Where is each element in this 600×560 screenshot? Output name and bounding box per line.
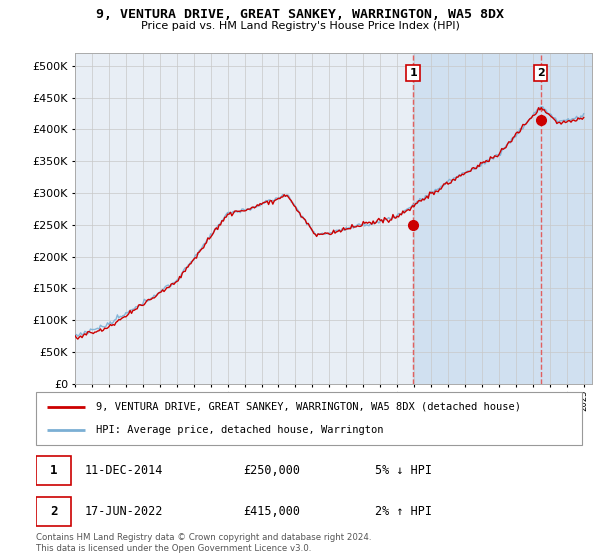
Text: 9, VENTURA DRIVE, GREAT SANKEY, WARRINGTON, WA5 8DX: 9, VENTURA DRIVE, GREAT SANKEY, WARRINGT… bbox=[96, 8, 504, 21]
Text: 17-JUN-2022: 17-JUN-2022 bbox=[85, 505, 164, 519]
Text: 5% ↓ HPI: 5% ↓ HPI bbox=[374, 464, 431, 478]
FancyBboxPatch shape bbox=[36, 456, 71, 485]
Text: HPI: Average price, detached house, Warrington: HPI: Average price, detached house, Warr… bbox=[96, 425, 383, 435]
Bar bbox=[413, 53, 592, 384]
Text: 11-DEC-2014: 11-DEC-2014 bbox=[85, 464, 164, 478]
Text: 2: 2 bbox=[537, 68, 545, 78]
Text: 9, VENTURA DRIVE, GREAT SANKEY, WARRINGTON, WA5 8DX (detached house): 9, VENTURA DRIVE, GREAT SANKEY, WARRINGT… bbox=[96, 402, 521, 412]
Text: 2% ↑ HPI: 2% ↑ HPI bbox=[374, 505, 431, 519]
Text: 2: 2 bbox=[50, 505, 58, 519]
Text: £415,000: £415,000 bbox=[244, 505, 301, 519]
Text: £250,000: £250,000 bbox=[244, 464, 301, 478]
FancyBboxPatch shape bbox=[36, 497, 71, 526]
Text: 1: 1 bbox=[409, 68, 417, 78]
Text: Contains HM Land Registry data © Crown copyright and database right 2024.
This d: Contains HM Land Registry data © Crown c… bbox=[36, 533, 371, 553]
Text: 1: 1 bbox=[50, 464, 58, 478]
FancyBboxPatch shape bbox=[36, 392, 582, 445]
Text: Price paid vs. HM Land Registry's House Price Index (HPI): Price paid vs. HM Land Registry's House … bbox=[140, 21, 460, 31]
